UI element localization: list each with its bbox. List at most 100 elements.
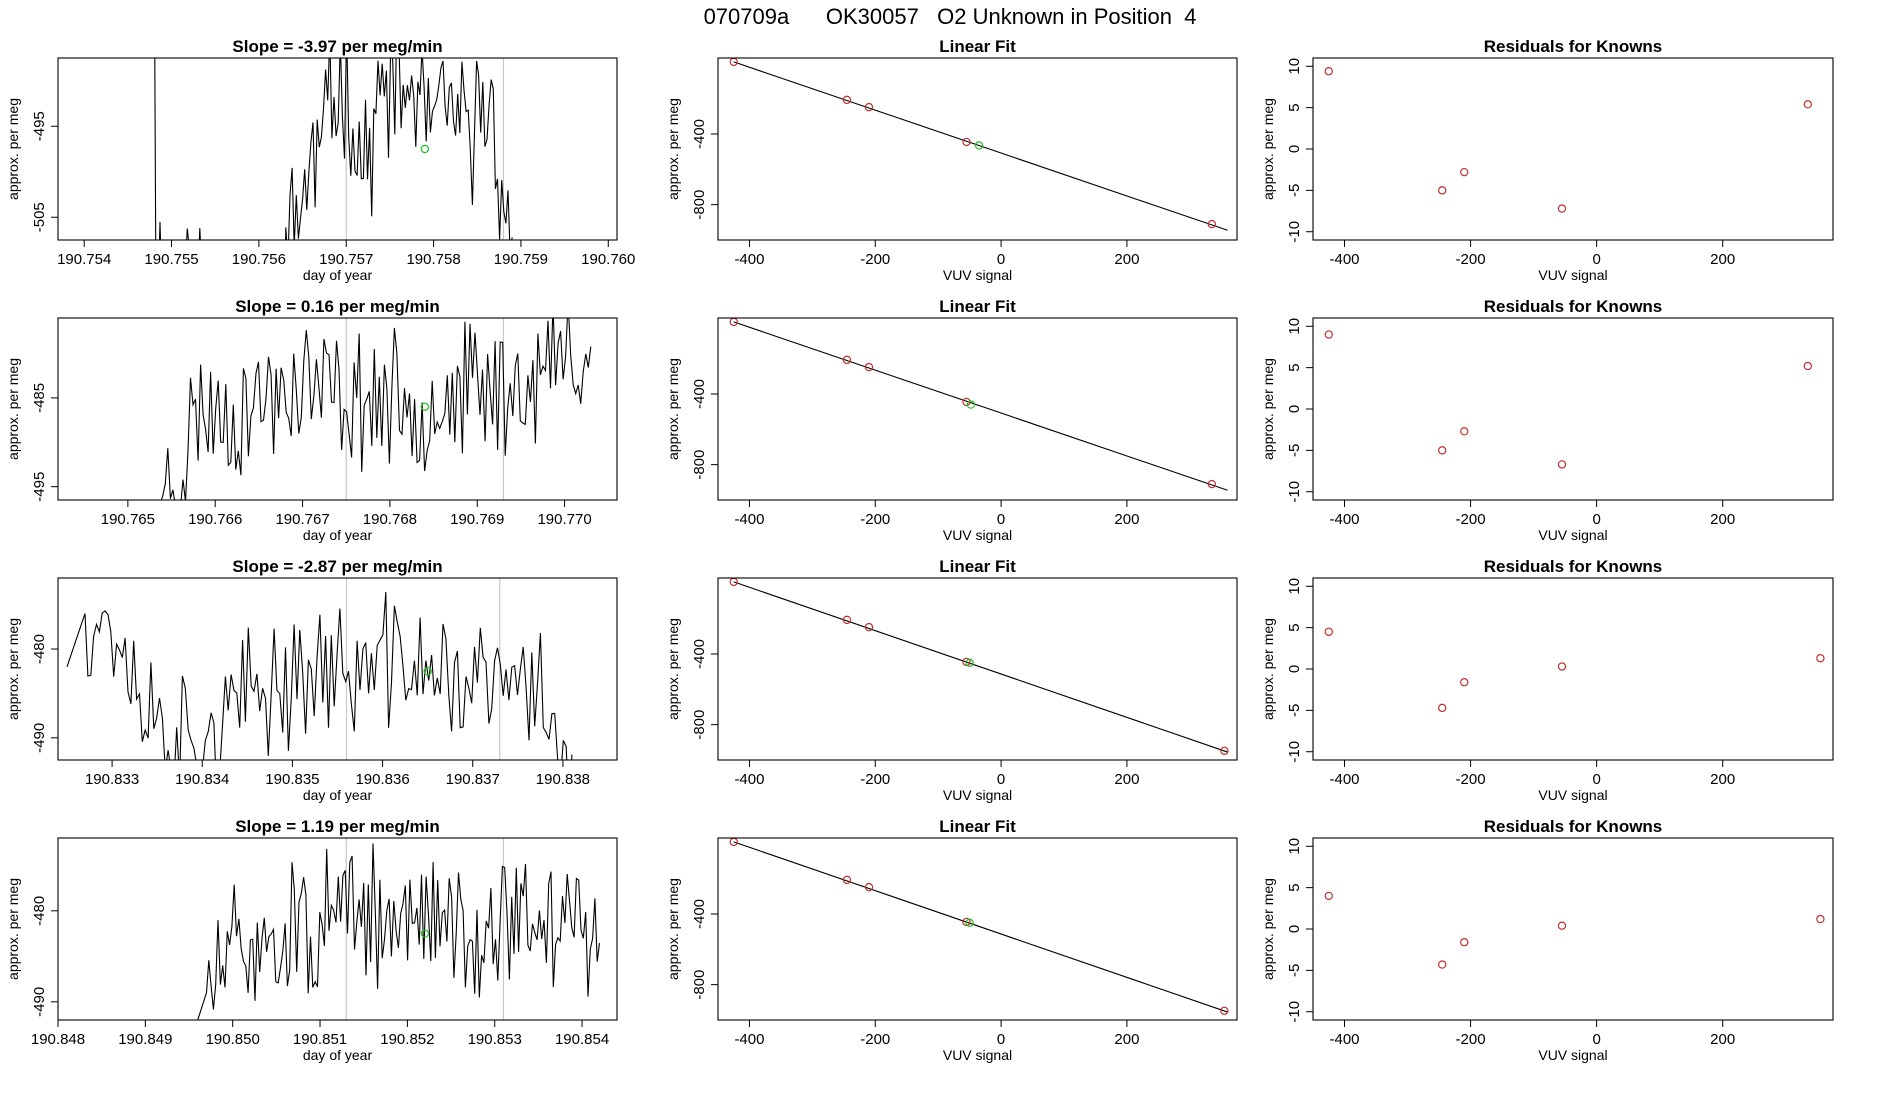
y-tick-label: -485 (31, 383, 48, 413)
y-tick-label: -5 (1286, 184, 1303, 197)
x-tick-label: -200 (1456, 251, 1486, 268)
plot-frame (1312, 317, 1834, 501)
x-tick-label: 190.838 (536, 771, 590, 788)
plot-frame (57, 317, 618, 501)
x-tick-label: 200 (1114, 251, 1139, 268)
plot-frame (717, 317, 1238, 501)
residuals-panel-1: Residuals for Knowns -400 -200 0 200 VUV sign… (1260, 37, 1834, 283)
x-tick-label: 190.765 (101, 511, 155, 528)
signal-trace (154, 58, 513, 240)
y-tick-label: -400 (691, 379, 708, 409)
plot-area (66, 578, 573, 760)
panel-title: Slope = -3.97 per meg/min (232, 37, 442, 56)
x-tick-label: -400 (734, 771, 764, 788)
plot-frame (717, 57, 1238, 241)
plot-frame (1312, 837, 1834, 1021)
unknown-point (974, 141, 984, 150)
plot-area (197, 838, 601, 1020)
plot-area (729, 838, 1229, 1016)
x-axis-label: VUV signal (1538, 1047, 1607, 1063)
y-tick-label: -495 (31, 472, 48, 502)
x-tick-label: -200 (860, 771, 890, 788)
x-tick-label: -400 (1329, 511, 1359, 528)
known-point (1207, 479, 1217, 489)
y-tick-label: -800 (691, 190, 708, 220)
x-tick-label: 190.850 (206, 1031, 260, 1048)
known-point (1207, 219, 1217, 229)
residuals-panel-3: Residuals for Knowns -400 -200 0 200 VUV sign… (1260, 557, 1834, 803)
timeseries-panel-4: Slope = 1.19 per meg/min 190.848 190.849 19… (5, 817, 618, 1063)
x-tick-label: -200 (1456, 511, 1486, 528)
x-tick-label: 190.834 (175, 771, 229, 788)
y-tick-label: 0 (1286, 405, 1303, 413)
residual-point (1557, 460, 1567, 469)
known-point (842, 95, 852, 105)
plot-frame (1312, 577, 1834, 761)
plot-frame (717, 577, 1238, 761)
panel-title: Linear Fit (939, 817, 1016, 836)
y-tick-label: -5 (1286, 964, 1303, 977)
y-tick-label: -800 (691, 710, 708, 740)
residual-point (1460, 678, 1469, 687)
y-axis-label: approx. per meg (1260, 618, 1276, 720)
y-tick-label: -10 (1286, 221, 1303, 243)
x-tick-label: 190.835 (265, 771, 319, 788)
y-tick-label: -800 (691, 970, 708, 1000)
known-point (864, 362, 874, 372)
plot-area (729, 578, 1229, 756)
fit-panel-1: Linear Fit -400 -200 0 200 VUV signal -400 -800… (665, 37, 1238, 283)
x-tick-label: 190.848 (31, 1031, 85, 1048)
y-axis-label: approx. per meg (5, 98, 21, 200)
x-tick-label: 200 (1114, 771, 1139, 788)
known-point (864, 102, 874, 112)
x-tick-label: 190.854 (555, 1031, 609, 1048)
y-tick-label: 0 (1286, 925, 1303, 933)
y-tick-label: 5 (1286, 883, 1303, 891)
x-axis-label: VUV signal (943, 787, 1012, 803)
plot-area (729, 58, 1228, 231)
y-tick-label: 5 (1286, 363, 1303, 371)
fit-panel-4: Linear Fit -400 -200 0 200 VUV signal -400 -800… (665, 817, 1238, 1063)
residuals-panel-2: Residuals for Knowns -400 -200 0 200 VUV sign… (1260, 297, 1834, 543)
y-tick-label: -5 (1286, 444, 1303, 457)
residual-point (1460, 938, 1469, 947)
unknown-point (420, 402, 430, 411)
timeseries-panel-3: Slope = -2.87 per meg/min 190.833 190.834 1… (5, 557, 618, 803)
residual-point (1438, 703, 1447, 713)
y-tick-label: 5 (1286, 623, 1303, 631)
signal-trace (160, 318, 592, 500)
known-point (1220, 1006, 1229, 1016)
x-axis-label: day of year (303, 267, 373, 283)
plot-area (154, 58, 513, 240)
panels: Slope = -3.97 per meg/min 190.754 190.755 1… (5, 37, 1834, 1063)
y-tick-label: -400 (691, 639, 708, 669)
y-tick-label: -490 (31, 987, 48, 1017)
known-point (842, 875, 852, 885)
known-point (962, 137, 971, 147)
fit-panel-2: Linear Fit -400 -200 0 200 VUV signal -400 -800… (665, 297, 1238, 543)
unknown-point (420, 929, 430, 938)
fit-line (733, 841, 1228, 1013)
plot-area (1324, 330, 1812, 469)
y-tick-label: -480 (31, 896, 48, 926)
signal-trace (66, 591, 573, 760)
x-tick-label: 200 (1710, 1031, 1735, 1048)
residual-point (1460, 427, 1469, 436)
residuals-panel-4: Residuals for Knowns -400 -200 0 200 VUV sign… (1260, 817, 1834, 1063)
plot-frame (57, 577, 618, 761)
y-tick-label: -10 (1286, 741, 1303, 763)
x-tick-label: 200 (1114, 1031, 1139, 1048)
residual-point (1557, 204, 1567, 213)
panel-title: Slope = -2.87 per meg/min (232, 557, 442, 576)
residual-point (1324, 891, 1333, 901)
plot-frame (57, 837, 618, 1021)
plot-frame (57, 57, 618, 241)
fit-panel-3: Linear Fit -400 -200 0 200 VUV signal -400 -800… (665, 557, 1238, 803)
x-tick-label: 190.770 (537, 511, 591, 528)
y-tick-label: -495 (31, 111, 48, 141)
page-title: 070709a OK30057 O2 Unknown in Position 4 (704, 4, 1197, 29)
y-axis-label: approx. per meg (665, 358, 681, 460)
x-tick-label: 200 (1710, 511, 1735, 528)
x-tick-label: 0 (1592, 511, 1600, 528)
